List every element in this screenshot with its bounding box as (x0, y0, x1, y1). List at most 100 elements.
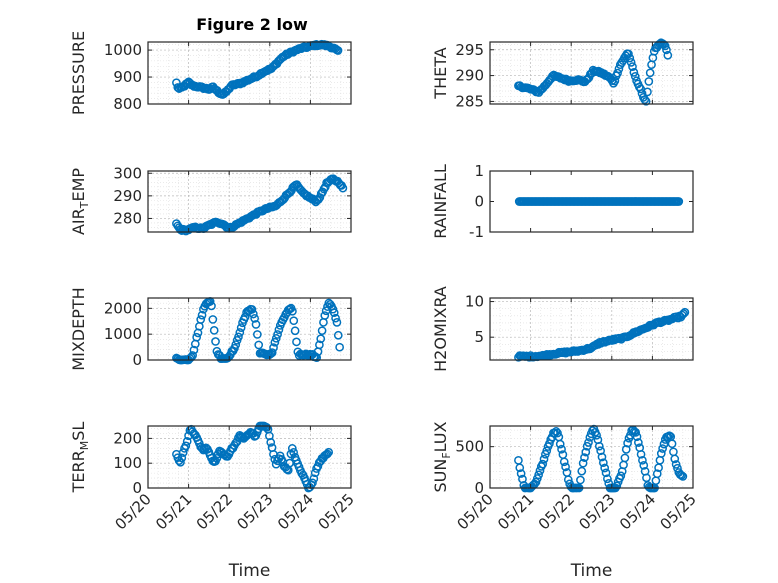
y-axis-label: AIRTEMP (69, 168, 91, 235)
data-point (659, 439, 669, 449)
y-axis-label: MIXDEPTH (69, 287, 88, 370)
data-point (594, 441, 604, 451)
data-point (289, 316, 299, 326)
data-point (267, 348, 277, 357)
data-point (625, 53, 635, 63)
data-point (212, 454, 222, 463)
data-point (563, 475, 573, 485)
data-point (620, 453, 630, 463)
figure-title: Figure 2 low (196, 15, 308, 34)
data-point (634, 438, 643, 447)
data-point (271, 333, 281, 343)
data-point (576, 475, 585, 485)
x-tick-label: 05/24 (274, 490, 317, 533)
axes-frame (147, 41, 352, 105)
data-point (266, 438, 276, 447)
x-axis-label: Time (570, 561, 613, 581)
data-point (329, 308, 339, 318)
data-point (332, 318, 342, 327)
y-tick-label: 1000 (104, 325, 142, 343)
data-point (679, 309, 688, 318)
data-point (290, 326, 300, 336)
data-point (207, 301, 216, 311)
data-point (192, 332, 202, 342)
data-point (319, 317, 328, 327)
data-point (667, 439, 677, 449)
data-series (172, 174, 348, 236)
data-point (270, 337, 280, 347)
data-point (600, 463, 610, 473)
data-point (640, 95, 650, 104)
data-point (626, 58, 636, 67)
data-series (172, 39, 343, 99)
y-tick-label: 100 (113, 454, 142, 472)
y-tick-label: 0 (474, 479, 484, 497)
data-point (665, 431, 674, 441)
data-point (628, 62, 637, 72)
y-axis-label: TERRMSL (69, 422, 91, 494)
data-series (514, 38, 673, 106)
data-point (647, 60, 656, 70)
data-point (638, 455, 647, 465)
y-tick-label: 500 (455, 438, 484, 456)
data-point (651, 476, 661, 486)
data-point (248, 309, 258, 319)
data-point (211, 337, 220, 346)
data-point (322, 449, 332, 459)
data-point (662, 45, 671, 55)
data-point (209, 325, 219, 335)
data-point (269, 343, 278, 352)
data-point (197, 310, 207, 320)
y-axis-label: THETA (431, 47, 450, 99)
data-point (629, 68, 639, 77)
data-point (598, 458, 608, 468)
data-point (658, 444, 667, 453)
data-point (250, 314, 260, 323)
data-point (674, 197, 684, 206)
data-point (669, 447, 678, 457)
data-point (331, 313, 340, 323)
data-point (652, 469, 662, 479)
data-point (670, 454, 680, 464)
data-point (677, 471, 686, 480)
y-tick-label: 900 (113, 68, 142, 86)
data-point (542, 446, 552, 456)
data-point (680, 307, 690, 317)
y-tick-label: 2000 (104, 299, 142, 317)
data-point (578, 458, 588, 468)
data-point (278, 195, 288, 204)
data-point (309, 474, 319, 484)
data-point (181, 441, 191, 451)
data-point (639, 461, 649, 470)
data-point (631, 428, 641, 437)
data-point (287, 444, 297, 453)
data-point (289, 448, 298, 457)
y-tick-label: 0 (132, 479, 142, 497)
x-tick-label: 05/23 (233, 490, 276, 533)
data-point (317, 326, 327, 336)
data-point (632, 432, 642, 442)
y-tick-label: 295 (455, 41, 484, 59)
data-point (247, 305, 257, 314)
data-point (324, 447, 334, 457)
data-point (630, 72, 640, 81)
data-point (292, 337, 301, 347)
x-tick-label: 05/24 (616, 490, 659, 533)
data-point (186, 352, 196, 362)
data-point (253, 330, 262, 339)
data-point (655, 455, 665, 465)
y-axis-label: H2OMIXRA (431, 286, 450, 372)
data-series (172, 297, 344, 365)
data-point (236, 323, 246, 333)
y-axis-label: PRESSURE (69, 31, 88, 115)
data-point (208, 315, 218, 324)
data-point (288, 306, 297, 316)
panel-sun_flux: 050005/2005/2105/2205/2305/2405/25TimeSU… (431, 421, 700, 581)
data-point (561, 462, 570, 472)
y-tick-label: 0 (474, 193, 484, 211)
panel-mixdepth: 0 1000 2000 MIXDEPTH (69, 287, 352, 371)
data-point (251, 320, 261, 329)
data-point (177, 453, 187, 463)
data-point (188, 351, 197, 360)
